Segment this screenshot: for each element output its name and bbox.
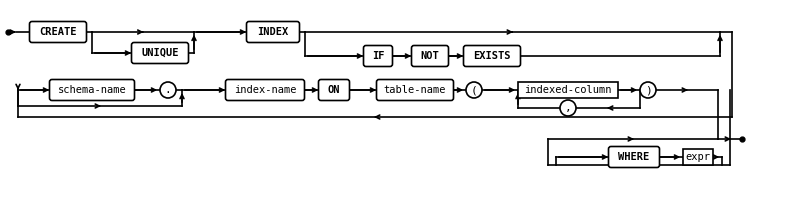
Circle shape (560, 100, 576, 116)
Text: ): ) (645, 85, 651, 95)
FancyBboxPatch shape (364, 46, 393, 67)
Text: NOT: NOT (421, 51, 440, 61)
FancyBboxPatch shape (29, 21, 86, 43)
Text: indexed-column: indexed-column (524, 85, 611, 95)
Circle shape (466, 82, 482, 98)
FancyBboxPatch shape (318, 79, 349, 101)
Circle shape (640, 82, 656, 98)
FancyBboxPatch shape (131, 43, 188, 64)
Text: UNIQUE: UNIQUE (141, 48, 179, 58)
Bar (518, 82, 618, 98)
Text: index-name: index-name (234, 85, 296, 95)
Bar (683, 149, 713, 165)
FancyBboxPatch shape (49, 79, 135, 101)
FancyBboxPatch shape (412, 46, 448, 67)
FancyBboxPatch shape (226, 79, 304, 101)
Circle shape (160, 82, 176, 98)
Text: INDEX: INDEX (257, 27, 288, 37)
FancyBboxPatch shape (608, 147, 660, 168)
Text: CREATE: CREATE (40, 27, 77, 37)
Text: schema-name: schema-name (58, 85, 127, 95)
FancyBboxPatch shape (463, 46, 520, 67)
Text: table-name: table-name (384, 85, 446, 95)
Text: WHERE: WHERE (619, 152, 649, 162)
Text: expr: expr (686, 152, 710, 162)
FancyBboxPatch shape (376, 79, 454, 101)
Text: ON: ON (328, 85, 341, 95)
Text: .: . (165, 85, 171, 95)
Text: EXISTS: EXISTS (474, 51, 511, 61)
Text: ,: , (565, 103, 571, 113)
Text: (: ( (470, 85, 478, 95)
FancyBboxPatch shape (246, 21, 299, 43)
Text: IF: IF (371, 51, 384, 61)
